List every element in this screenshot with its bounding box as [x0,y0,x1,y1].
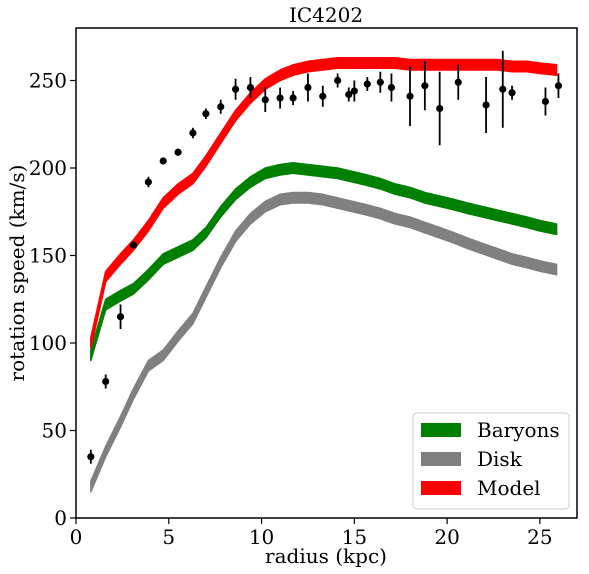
data-point [129,241,138,249]
data-point [454,78,462,86]
data-point [304,83,312,92]
data-point [159,157,167,165]
data-point [406,92,414,100]
legend-label-model: Model [477,476,541,500]
x-tick-label: 15 [342,525,367,549]
data-point [174,148,182,156]
band-baryons [90,162,558,362]
legend: Baryons Disk Model [412,412,570,510]
x-tick-label: 10 [249,525,274,549]
y-tick-label: 0 [54,506,67,530]
x-tick-label: 5 [162,525,175,549]
y-tick-label: 150 [29,244,67,268]
data-points-layer [87,50,563,464]
legend-swatch-baryons [421,423,461,437]
data-point [554,82,563,90]
x-tick-label: 0 [70,525,83,549]
y-tick-label: 200 [29,156,67,180]
data-point [387,83,396,92]
legend-swatch-model [421,481,461,495]
data-point [246,83,255,92]
data-point [363,80,371,88]
data-point [102,377,110,386]
band-disk [90,191,558,493]
data-point [334,76,342,85]
data-point [116,313,125,321]
chart-title: IC4202 [289,3,363,27]
data-point [276,94,284,102]
data-point [508,89,516,97]
y-axis-label: rotation speed (km/s) [5,165,29,382]
y-tick-label: 100 [29,331,67,355]
data-point [436,104,444,113]
data-point [319,92,327,100]
data-point [421,82,429,90]
data-point [345,90,353,99]
data-point [376,78,384,86]
plot-frame [75,27,578,519]
data-point [482,101,490,109]
y-tick-label: 250 [29,69,67,93]
data-point [261,96,269,104]
data-point [144,178,152,186]
data-point [217,103,225,111]
data-point [499,85,507,93]
data-point [231,85,240,93]
data-point [350,87,358,95]
data-point [202,110,210,118]
data-point [189,129,197,137]
x-tick-label: 20 [434,525,459,549]
x-tick-label: 25 [527,525,552,549]
legend-label-baryons: Baryons [477,418,560,442]
legend-swatch-disk [421,452,461,466]
legend-label-disk: Disk [477,447,523,471]
data-point [87,453,95,461]
x-axis-label: radius (kpc) [265,544,387,568]
data-point [289,94,297,102]
y-tick-label: 50 [42,419,67,443]
data-point [541,97,550,106]
